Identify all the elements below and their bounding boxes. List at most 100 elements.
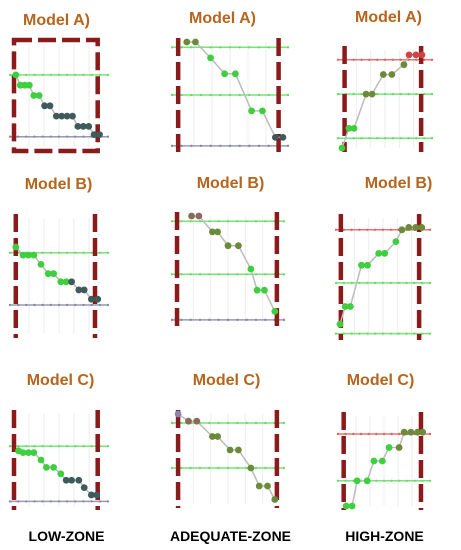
data-point (25, 81, 33, 89)
data-point (25, 449, 32, 457)
data-point (68, 476, 75, 484)
reference-line-tick (368, 58, 371, 61)
data-point (19, 449, 27, 457)
reference-line-tick (342, 332, 346, 335)
reference-line-tick (189, 466, 192, 470)
data-point (248, 107, 255, 115)
data-point (221, 70, 228, 78)
reference-line-tick (422, 137, 426, 140)
panel-title-a-high: Model A) (355, 9, 422, 26)
reference-line-tick (415, 92, 418, 96)
reference-line-tick (375, 479, 378, 482)
reference-line-tick (106, 73, 110, 77)
reference-line-tick (57, 500, 61, 503)
reference-line-tick (254, 318, 258, 322)
reference-line-tick (336, 479, 340, 482)
reference-line-tick (381, 228, 385, 231)
reference-line-tick (219, 93, 222, 97)
reference-line-tick (421, 479, 424, 482)
reference-line-tick (282, 273, 286, 276)
reference-line-tick (228, 93, 232, 97)
data-point (50, 270, 57, 278)
reference-line-tick (336, 58, 340, 61)
reference-line-tick (228, 46, 232, 49)
data-point (88, 295, 95, 303)
reference-line-tick (398, 479, 401, 482)
reference-line-tick (170, 318, 174, 322)
reference-line-tick (282, 220, 286, 223)
reference-line-tick (382, 432, 386, 436)
data-point (214, 433, 221, 440)
reference-line-tick (398, 432, 401, 436)
data-point (363, 477, 371, 485)
reference-line-tick (25, 135, 28, 138)
reference-line-tick (208, 466, 211, 470)
reference-line-tick (190, 144, 193, 148)
reference-line-tick (41, 73, 44, 77)
reference-line-tick (350, 332, 353, 335)
reference-line-tick (189, 220, 192, 223)
reference-line-tick (344, 479, 347, 482)
data-point (35, 92, 43, 99)
reference-line-tick (90, 251, 93, 254)
data-point (207, 54, 214, 62)
data-point (75, 476, 83, 484)
reference-line-tick (82, 251, 85, 254)
data-point (378, 457, 386, 465)
data-point (57, 278, 65, 286)
reference-line-tick (41, 445, 44, 448)
data-point (62, 278, 70, 286)
data-point (395, 444, 403, 451)
reference-line-tick (208, 421, 211, 425)
reference-line-tick (245, 421, 248, 425)
reference-line-tick (373, 332, 377, 335)
reference-line-tick (82, 445, 85, 448)
reference-line-tick (65, 251, 69, 254)
reference-line-tick (74, 445, 77, 448)
reference-line-tick (65, 73, 69, 77)
series-line (191, 215, 276, 312)
data-point (30, 92, 38, 99)
reference-line-tick (428, 479, 432, 482)
data-point (188, 212, 195, 220)
reference-line-tick (422, 58, 426, 61)
reference-line-tick (65, 445, 69, 448)
reference-line-tick (25, 500, 28, 503)
reference-line-tick (198, 466, 202, 470)
reference-line-tick (209, 144, 212, 148)
reference-line-tick (217, 220, 220, 223)
data-point (68, 278, 75, 286)
data-point (90, 131, 98, 139)
data-point (353, 477, 361, 485)
reference-line-tick (245, 220, 248, 223)
reference-line-tick (430, 58, 434, 61)
reference-line-tick (226, 220, 230, 223)
data-point (400, 61, 408, 69)
reference-line-tick (226, 273, 230, 276)
data-point (271, 308, 279, 315)
data-point (30, 251, 38, 259)
reference-line-tick (413, 332, 416, 335)
data-point (346, 303, 354, 310)
reference-line-tick (248, 144, 251, 148)
reference-line-tick (208, 273, 211, 276)
data-point (264, 482, 271, 490)
data-point (12, 243, 20, 251)
reference-line-tick (282, 421, 286, 425)
reference-line-tick (282, 318, 286, 322)
reference-line-tick (267, 144, 270, 148)
data-point (88, 491, 95, 499)
reference-line-tick (98, 73, 102, 77)
reference-line-tick (415, 137, 418, 140)
reference-line-tick (360, 92, 363, 96)
reference-line-tick (254, 273, 258, 276)
reference-line-tick (381, 281, 385, 285)
data-point (247, 464, 255, 472)
reference-line-tick (41, 135, 44, 138)
reference-line-tick (82, 303, 85, 307)
reference-line-tick (334, 228, 338, 231)
reference-line-tick (180, 144, 183, 148)
reference-line-tick (358, 228, 361, 231)
data-point (271, 134, 279, 141)
panel-title-c-adequate: Model C) (192, 372, 261, 389)
